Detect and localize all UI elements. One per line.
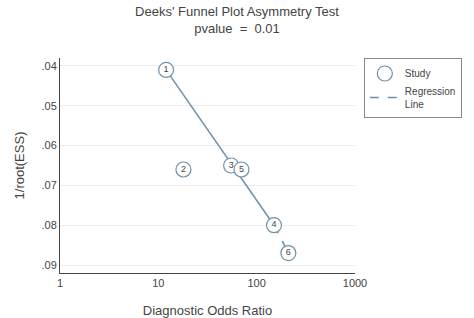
svg-text:.09: .09 xyxy=(42,259,57,271)
svg-text:6: 6 xyxy=(286,247,291,257)
svg-text:3: 3 xyxy=(229,160,234,170)
svg-text:.04: .04 xyxy=(42,60,57,72)
svg-text:Study: Study xyxy=(405,68,431,79)
svg-text:2: 2 xyxy=(181,164,186,174)
svg-text:1: 1 xyxy=(164,64,169,74)
svg-text:1000: 1000 xyxy=(343,277,367,289)
svg-text:100: 100 xyxy=(247,277,265,289)
svg-text:.08: .08 xyxy=(42,219,57,231)
svg-text:4: 4 xyxy=(271,219,276,229)
svg-text:10: 10 xyxy=(152,277,164,289)
svg-text:1: 1 xyxy=(57,277,63,289)
svg-text:1/root(ESS): 1/root(ESS) xyxy=(12,132,27,200)
svg-text:.06: .06 xyxy=(42,139,57,151)
svg-text:Deeks' Funnel Plot Asymmetry T: Deeks' Funnel Plot Asymmetry Testpvalue … xyxy=(135,4,339,36)
svg-text:.05: .05 xyxy=(42,100,57,112)
svg-text:RegressionLine: RegressionLine xyxy=(405,86,456,110)
svg-text:5: 5 xyxy=(239,164,244,174)
svg-text:Diagnostic Odds Ratio: Diagnostic Odds Ratio xyxy=(143,303,272,318)
svg-text:.07: .07 xyxy=(42,179,57,191)
